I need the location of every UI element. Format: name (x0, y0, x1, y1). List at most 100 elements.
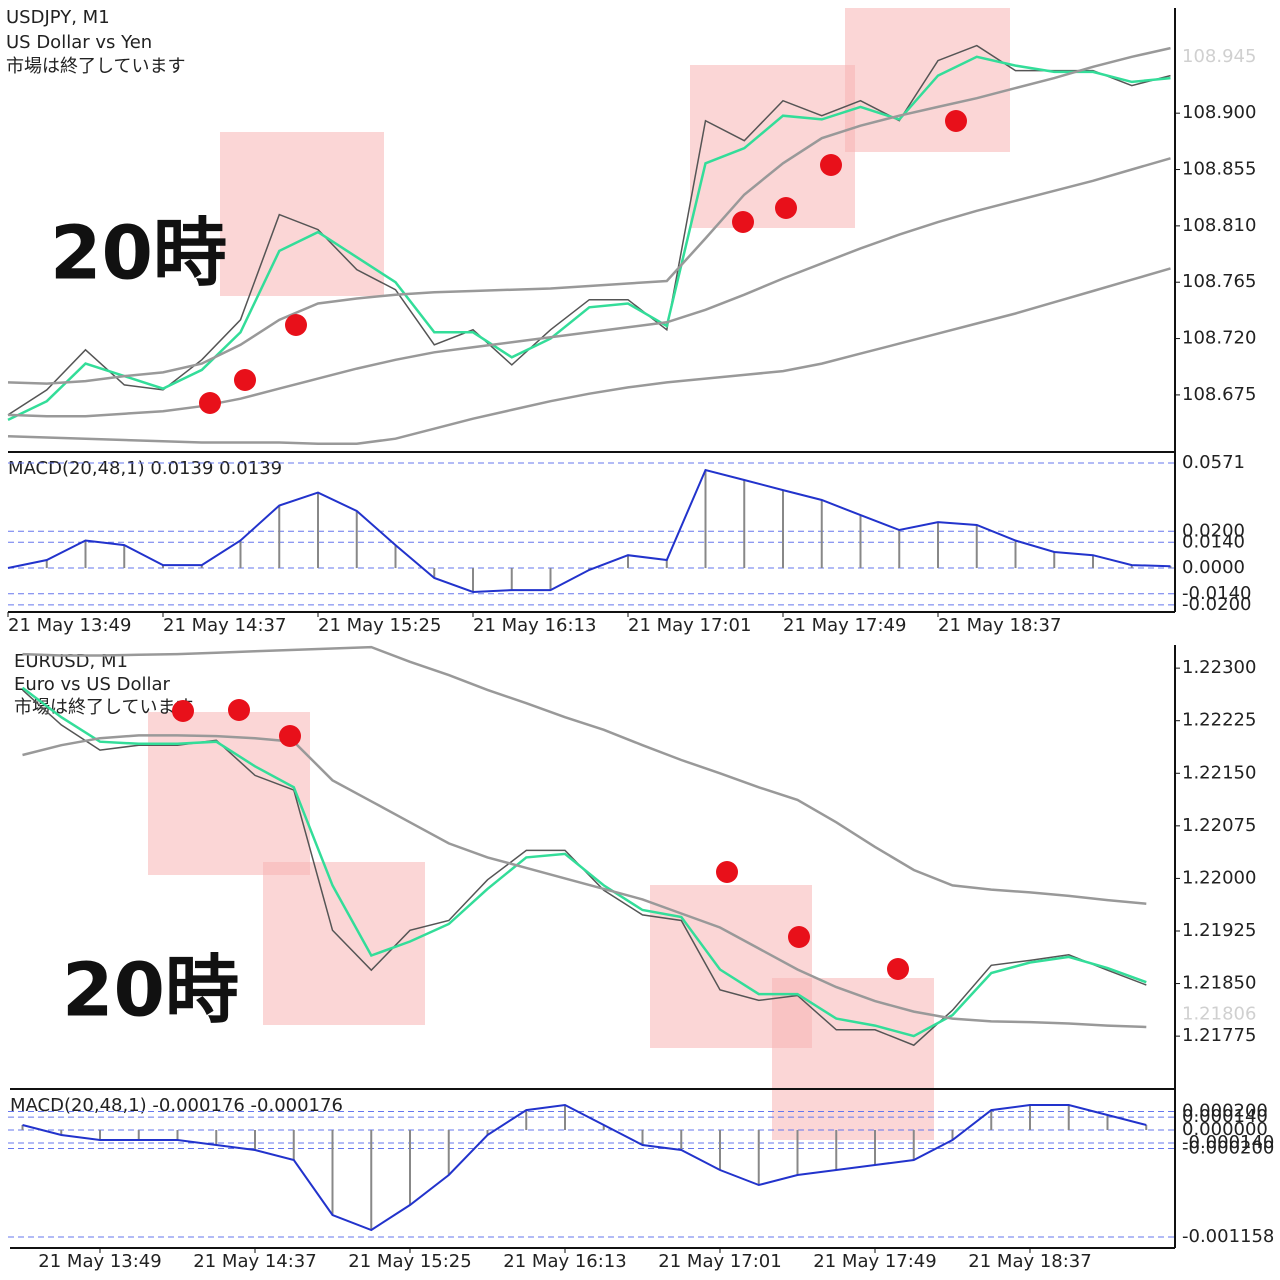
macd-bar (215, 1130, 218, 1145)
macd-line (7, 468, 1171, 594)
box (690, 65, 855, 228)
dot (732, 211, 754, 233)
macd-bar (60, 1130, 63, 1135)
frames (8, 8, 1176, 1249)
y-tick-label: 1.22225 (1182, 710, 1256, 731)
macd-bar (1169, 566, 1172, 569)
band-line (22, 645, 1147, 905)
y-tick-label: 0.0200 (1182, 520, 1245, 541)
x-tick-label: 21 May 13:49 (38, 1251, 161, 1272)
macd-bar (123, 545, 126, 569)
macd-bar (278, 505, 281, 569)
macd-bar (874, 1130, 876, 1166)
band-line (22, 734, 1147, 1029)
dot (945, 110, 967, 132)
macd-line (22, 1103, 1147, 1232)
status: 市場は終了しています (6, 56, 185, 77)
x-tick-label: 21 May 18:37 (968, 1251, 1091, 1272)
dot (716, 861, 738, 883)
macd-bar (796, 1130, 799, 1176)
y-tick-label: 0.0140 (1182, 531, 1245, 552)
macd-bar (719, 1130, 721, 1171)
dot (788, 926, 810, 948)
macd-bar (254, 1130, 256, 1150)
highlight-boxes (148, 8, 1010, 1140)
y-tick-label: 0.0000 (1182, 557, 1245, 578)
y-tick-label: 1.21775 (1182, 1025, 1256, 1046)
macd-bar (898, 529, 901, 569)
y-tick-label: -0.0200 (1182, 594, 1251, 615)
x-tick-label: 21 May 17:01 (628, 615, 751, 636)
moving-average (21, 686, 1147, 1038)
macd-bar (602, 1125, 605, 1131)
macd-bar (1145, 1125, 1148, 1131)
macd-bar (704, 470, 707, 569)
x-tick-label: 21 May 15:25 (348, 1251, 471, 1272)
dot (820, 154, 842, 176)
macd-bar (447, 1130, 450, 1176)
macd-bar (937, 522, 939, 569)
band-line (7, 267, 1171, 445)
x-tick-label: 21 May 18:37 (938, 615, 1061, 636)
y-tick-label: 108.720 (1182, 328, 1256, 349)
last-price-label: 1.21806 (1182, 1003, 1256, 1024)
macd-bar (200, 565, 203, 569)
x-tick-label: 21 May 15:25 (318, 615, 441, 636)
macd-bar (370, 1130, 373, 1230)
macd-bar (1106, 1115, 1109, 1131)
y-tick-label: 1.22000 (1182, 867, 1256, 888)
macd-bar (317, 492, 319, 569)
dot (775, 197, 797, 219)
dot (234, 369, 256, 391)
macd-bar (394, 545, 397, 569)
macd-bar (627, 555, 629, 569)
macd-bar (525, 1110, 528, 1131)
macd-bar (757, 1130, 760, 1185)
macd-bar (564, 1104, 566, 1131)
macd-bar (951, 1130, 954, 1140)
macd-bar (782, 490, 784, 569)
y-tick-label: 108.810 (1182, 215, 1256, 236)
macd-bar (975, 525, 978, 569)
y-tick-label: 1.22300 (1182, 657, 1256, 678)
macd-bar (1029, 1104, 1031, 1131)
chart-subtitle: Euro vs US Dollar (14, 674, 171, 695)
y-tick-label: -0.001158 (1182, 1226, 1274, 1247)
macd-bar (510, 568, 513, 591)
macd-bar (641, 1130, 644, 1145)
y-tick-label: -0.000140 (1182, 1132, 1274, 1153)
macd-bar (835, 1130, 838, 1171)
macd-bar (912, 1130, 915, 1161)
annotation: 20時 (50, 211, 227, 297)
macd-bar (137, 1130, 140, 1140)
macd-bar (680, 1130, 683, 1150)
x-tick-label: 21 May 14:37 (193, 1251, 316, 1272)
macd-bar (99, 1130, 101, 1140)
macd-bar (1067, 1104, 1070, 1131)
macd-bar (472, 568, 474, 592)
dot (285, 314, 307, 336)
macd-bar (409, 1130, 411, 1206)
y-tick-label: 0.000000 (1182, 1119, 1268, 1140)
macd-bar (820, 500, 823, 569)
annotation: 20時 (62, 948, 239, 1034)
x-tick-label: 21 May 13:49 (8, 615, 131, 636)
macd-bar (1130, 565, 1133, 569)
macd-bar (45, 559, 48, 569)
macd-bar (84, 540, 87, 569)
macd-bar (743, 479, 746, 569)
box (263, 862, 425, 1025)
macd-bar (859, 515, 862, 569)
box (772, 978, 934, 1140)
dot (279, 725, 301, 747)
x-tick-label: 21 May 16:13 (473, 615, 596, 636)
y-tick-label: -0.000200 (1182, 1137, 1274, 1158)
macd-bar (176, 1130, 179, 1140)
dot (172, 700, 194, 722)
y-tick-label: 0.0571 (1182, 452, 1245, 473)
moving-average (7, 55, 1171, 422)
dot (228, 699, 250, 721)
y-tick-label: 1.21850 (1182, 973, 1256, 994)
y-tick-label: 108.855 (1182, 159, 1256, 180)
